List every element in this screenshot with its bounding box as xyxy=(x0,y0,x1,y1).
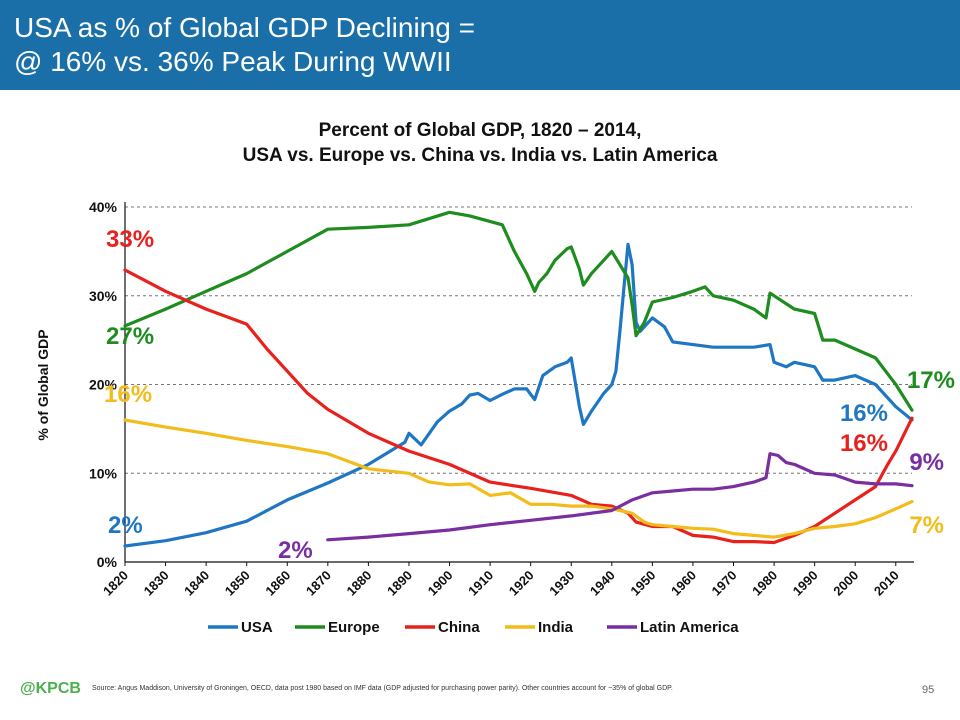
x-tick-label: 1870 xyxy=(303,568,334,599)
y-tick-label: 10% xyxy=(89,465,118,481)
y-tick-label: 30% xyxy=(89,288,118,304)
legend-layer: USA Europe China India Latin America xyxy=(208,619,739,636)
x-tick-label: 1970 xyxy=(709,568,740,599)
start-label-india: 16% xyxy=(104,381,152,408)
x-tick-label: 1980 xyxy=(749,568,780,599)
series-line-latin-america xyxy=(326,452,914,542)
x-tick-label: 1820 xyxy=(100,568,131,599)
x-tick-label: 1960 xyxy=(668,568,699,599)
x-tick-label: 1950 xyxy=(627,568,658,599)
chart-title-line-2: USA vs. Europe vs. China vs. India vs. L… xyxy=(242,145,718,166)
legend-label-china: China xyxy=(438,619,480,636)
end-label-usa: 16% xyxy=(840,400,888,427)
legend-label-europe: Europe xyxy=(328,619,380,636)
grid-layer xyxy=(125,206,912,474)
x-tick-label: 1900 xyxy=(425,568,456,599)
end-label-china: 16% xyxy=(840,430,888,457)
page-number: 95 xyxy=(922,684,935,696)
x-tick-label: 1890 xyxy=(384,568,415,599)
page-title-line-1: USA as % of Global GDP Declining = xyxy=(14,12,475,43)
series-line-india xyxy=(123,418,914,539)
x-tick-label: 1920 xyxy=(506,568,537,599)
end-label-europe: 17% xyxy=(907,367,955,394)
header-banner: USA as % of Global GDP Declining = @ 16%… xyxy=(0,0,960,90)
series-line-china xyxy=(123,268,914,545)
x-tick-label: 1880 xyxy=(343,568,374,599)
x-tick-label: 1850 xyxy=(222,568,253,599)
end-label-india: 7% xyxy=(909,512,944,539)
legend-label-india: India xyxy=(538,619,574,636)
kpcb-logo: @KPCB xyxy=(20,680,81,697)
x-tick-label: 1990 xyxy=(790,568,821,599)
start-label-latin-america: 2% xyxy=(278,537,313,564)
x-tick-label: 1910 xyxy=(465,568,496,599)
series-line-usa xyxy=(123,242,914,548)
y-tick-label: 0% xyxy=(97,554,118,570)
x-tick-label: 1940 xyxy=(587,568,618,599)
x-tick-label: 1830 xyxy=(141,568,172,599)
end-label-latin-america: 9% xyxy=(909,449,944,476)
x-tick-label: 1840 xyxy=(181,568,212,599)
source-note: Source: Angus Maddison, University of Gr… xyxy=(92,685,673,692)
x-tick-label: 1860 xyxy=(262,568,293,599)
y-axis-label: % of Global GDP xyxy=(35,329,51,440)
legend-label-usa: USA xyxy=(241,619,273,636)
start-label-usa: 2% xyxy=(108,512,143,539)
start-label-europe: 27% xyxy=(106,323,154,350)
x-tick-label: 2010 xyxy=(871,568,902,599)
y-tick-label: 20% xyxy=(89,377,118,393)
chart-title-line-1: Percent of Global GDP, 1820 – 2014, xyxy=(318,120,642,141)
series-layer xyxy=(123,210,914,548)
legend-label-latin-america: Latin America xyxy=(640,619,739,636)
label-layer: 2% 16% 27% 17% 33% 16% 16% 7% 2% 9% xyxy=(104,226,955,564)
page-title-line-2: @ 16% vs. 36% Peak During WWII xyxy=(14,46,452,77)
series-line-europe xyxy=(123,210,914,412)
y-tick-label: 40% xyxy=(89,199,118,215)
start-label-china: 33% xyxy=(106,226,154,253)
x-tick-label: 2000 xyxy=(830,568,861,599)
line-chart: 0% 10% 20% 30% 40% 1820 1830 1840 1850 1860 1870 18… xyxy=(35,199,955,636)
x-tick-label: 1930 xyxy=(546,568,577,599)
